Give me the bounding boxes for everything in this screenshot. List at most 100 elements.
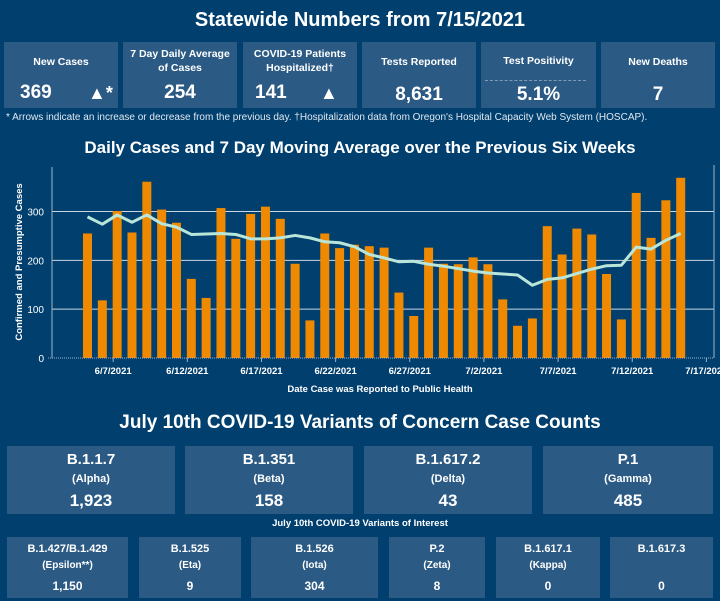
x-tick-label: 6/22/2021: [314, 366, 357, 377]
variant-count: 9: [186, 579, 194, 593]
variant-lineage: B.1.617.2: [415, 451, 481, 468]
up-arrow-icon: ▲*: [88, 83, 113, 103]
bar-6/17: [260, 206, 270, 358]
bar-6/8: [127, 232, 137, 358]
kpi-label: Tests Reported: [381, 56, 457, 68]
x-tick-label: 7/12/2021: [611, 366, 654, 377]
variant-concern-card[interactable]: B.1.1.7 (Alpha) 1,923: [7, 446, 175, 514]
variants-concern-title: July 10th COVID-19 Variants of Concern C…: [119, 412, 601, 433]
bar-6/12: [186, 278, 196, 358]
bar-6/26: [394, 292, 404, 358]
bar-6/19: [290, 263, 300, 358]
bar-7/6: [542, 226, 552, 358]
variant-name: (Eta): [178, 560, 202, 571]
bar-7/9: [587, 234, 597, 358]
page-title: Statewide Numbers from 7/15/2021: [194, 9, 526, 31]
bar-6/21: [320, 233, 330, 358]
up-arrow-icon: ▲: [320, 83, 338, 103]
x-tick-label: 6/12/2021: [166, 366, 209, 377]
bar-6/18: [275, 218, 285, 358]
kpi-label: 7 Day Daily Average of Cases: [130, 48, 230, 74]
x-tick-label: 6/27/2021: [389, 366, 432, 377]
variant-lineage: B.1.351: [242, 451, 296, 468]
bar-6/10: [157, 209, 167, 358]
variant-count: 158: [254, 491, 284, 510]
bar-6/24: [364, 246, 374, 358]
variant-count: 485: [613, 491, 643, 510]
variant-lineage: B.1.526: [295, 543, 334, 555]
bar-7/14: [661, 200, 671, 358]
bar-7/12: [631, 192, 641, 358]
variant-interest-card[interactable]: B.1.526 (Iota) 304: [251, 537, 378, 598]
kpi-new-cases[interactable]: New Cases 369 ▲*: [4, 42, 118, 108]
bar-6/27: [409, 316, 419, 358]
bar-6/9: [142, 181, 152, 358]
bar-7/11: [616, 319, 626, 358]
bar-6/28: [424, 247, 434, 358]
bar-7/2: [483, 264, 493, 358]
variant-name: (Gamma): [604, 473, 652, 485]
variant-concern-card[interactable]: P.1 (Gamma) 485: [543, 446, 713, 514]
bar-7/4: [513, 325, 523, 358]
variant-interest-card[interactable]: B.1.427/B.1.429 (Epsilon**) 1,150: [7, 537, 128, 598]
variant-interest-card[interactable]: B.1.617.3 0: [610, 537, 713, 598]
variant-count: 0: [544, 579, 552, 593]
kpi-label: New Cases: [33, 56, 89, 68]
kpi-value: 254: [164, 82, 196, 103]
y-tick-label: 100: [27, 305, 44, 316]
kpi-7day-average[interactable]: 7 Day Daily Average of Cases 254: [123, 42, 237, 108]
variant-lineage: B.1.525: [170, 543, 210, 555]
variant-lineage: P.1: [617, 451, 639, 468]
variant-lineage: B.1.617.3: [637, 543, 686, 555]
kpi-test-positivity[interactable]: Test Positivity 5.1%: [481, 42, 596, 108]
bar-7/5: [527, 318, 537, 358]
bar-7/15: [676, 177, 686, 358]
bar-6/13: [201, 297, 211, 358]
variant-interest-card[interactable]: P.2 (Zeta) 8: [389, 537, 485, 598]
variant-concern-card[interactable]: B.1.617.2 (Delta) 43: [364, 446, 532, 514]
variant-count: 8: [433, 579, 441, 593]
variant-name: (Zeta): [423, 560, 451, 571]
bar-6/5: [83, 233, 92, 358]
bar-7/3: [498, 299, 508, 358]
kpi-value: 369: [20, 82, 52, 103]
variant-interest-card[interactable]: B.1.525 (Eta) 9: [139, 537, 241, 598]
x-tick-label: 7/7/2021: [540, 366, 578, 377]
y-tick-label: 200: [27, 256, 44, 267]
footnote: * Arrows indicate an increase or decreas…: [6, 112, 648, 123]
bar-6/25: [379, 247, 389, 358]
variant-name: (Alpha): [72, 473, 110, 485]
x-tick-label: 6/7/2021: [95, 366, 133, 377]
x-axis-title: Date Case was Reported to Public Health: [287, 384, 472, 395]
bar-6/14: [216, 208, 226, 358]
kpi-label: New Deaths: [628, 56, 688, 68]
kpi-value: 7: [652, 84, 664, 105]
bar-6/23: [349, 244, 359, 358]
bar-6/30: [453, 264, 463, 358]
kpi-label: COVID-19 Patients Hospitalized†: [253, 48, 347, 74]
bar-7/10: [602, 274, 612, 358]
kpi-value: 141: [255, 82, 287, 103]
bar-6/11: [171, 222, 181, 358]
bar-6/20: [305, 320, 315, 358]
kpi-tests-reported[interactable]: Tests Reported 8,631: [362, 42, 476, 108]
bar-7/8: [572, 228, 582, 358]
variant-lineage: B.1.617.1: [524, 543, 572, 555]
variant-concern-card[interactable]: B.1.351 (Beta) 158: [185, 446, 353, 514]
variant-name: (Epsilon**): [42, 560, 93, 571]
bar-6/16: [246, 213, 256, 358]
kpi-new-deaths[interactable]: New Deaths 7: [601, 42, 715, 108]
divider: [485, 80, 586, 81]
variant-count: 43: [438, 491, 458, 510]
cases-chart: 0 100 200 300 6/7/2021 6/12/2021 6/17/2021 6/22…: [14, 165, 720, 395]
variant-interest-card[interactable]: B.1.617.1 (Kappa) 0: [496, 537, 600, 598]
variant-name: (Beta): [253, 473, 285, 485]
bar-6/6: [97, 300, 107, 358]
kpi-value: 8,631: [395, 84, 443, 105]
moving-average-line: [86, 213, 682, 287]
x-tick-label: 6/17/2021: [240, 366, 283, 377]
bar-6/15: [231, 238, 241, 358]
bar-6/22: [335, 248, 345, 358]
kpi-hospitalized[interactable]: COVID-19 Patients Hospitalized† 141 ▲: [243, 42, 357, 108]
kpi-value: 5.1%: [516, 84, 561, 105]
